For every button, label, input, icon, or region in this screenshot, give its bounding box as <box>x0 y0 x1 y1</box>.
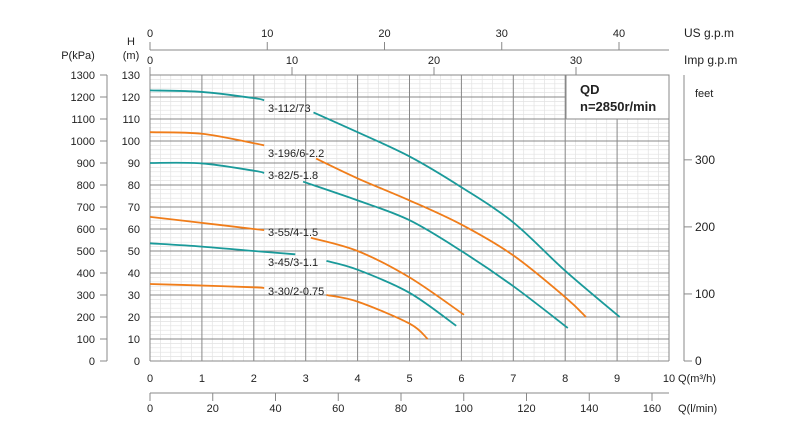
pressure-tick-label: 0 <box>89 356 95 368</box>
h-tick-label: 10 <box>128 334 140 346</box>
pressure-tick-label: 1100 <box>71 114 95 126</box>
q-tick-label: 10 <box>663 373 675 385</box>
h-tick-label: 80 <box>128 180 140 192</box>
curve-3-196/6-2.2 <box>315 157 587 318</box>
pressure-tick-label: 700 <box>77 202 95 214</box>
h-tick-label: 100 <box>122 136 140 148</box>
feet-tick-label: 300 <box>695 153 715 167</box>
curve-3-30/2-0.75 <box>149 283 265 289</box>
imp-gpm-tick-label: 0 <box>147 55 153 67</box>
pressure-tick-label: 1000 <box>71 136 95 148</box>
curve-3-55/4-1.5 <box>310 236 465 316</box>
info-box-frame <box>565 74 670 120</box>
pressure-tick-label: 1300 <box>71 70 95 82</box>
l-min-tick-label: 100 <box>455 403 473 415</box>
feet-tick-label: 100 <box>695 287 715 301</box>
pressure-tick-label: 200 <box>77 312 95 324</box>
pressure-tick-label: 100 <box>77 334 95 346</box>
curve-3-112/73 <box>313 111 621 318</box>
feet-axis-title: feet <box>695 88 713 100</box>
h-axis-title: H <box>127 36 135 48</box>
us-gpm-tick-label: 30 <box>496 28 508 40</box>
info-box: QD n=2850r/min <box>565 74 670 120</box>
q-tick-label: 0 <box>147 373 153 385</box>
curve-3-30/2-0.75 <box>326 294 429 340</box>
curve-3-82/5-1.8 <box>149 161 265 174</box>
q-tick-label: 8 <box>562 373 568 385</box>
q-tick-label: 1 <box>199 373 205 385</box>
imp-gpm-axis-title: Imp g.p.m <box>684 53 737 67</box>
curve-label: 3-30/2-0.75 <box>268 286 324 298</box>
h-tick-label: 40 <box>128 268 140 280</box>
l-min-tick-label: 160 <box>643 403 661 415</box>
pressure-tick-label: 500 <box>77 246 95 258</box>
model-label: QD <box>580 82 600 97</box>
h-tick-label: 130 <box>122 70 140 82</box>
curve-3-196/6-2.2 <box>149 131 265 147</box>
h-tick-label: 90 <box>128 158 140 170</box>
l-min-tick-label: 0 <box>147 403 153 415</box>
us-gpm-tick-label: 10 <box>261 28 273 40</box>
pressure-tick-label: 300 <box>77 290 95 302</box>
curves: 3-112/73 3-196/6-2.2 3-82/5-1.8 3-55/4-1.5 3… <box>149 89 621 340</box>
h-tick-label: 30 <box>128 290 140 302</box>
h-tick-label: 50 <box>128 246 140 258</box>
h-tick-label: 0 <box>134 356 140 368</box>
pressure-tick-label: 900 <box>77 158 95 170</box>
q-tick-label: 9 <box>614 373 620 385</box>
h-tick-label: 20 <box>128 312 140 324</box>
us-gpm-tick-label: 0 <box>147 28 153 40</box>
curve-label: 3-82/5-1.8 <box>268 170 318 182</box>
pressure-tick-label: 400 <box>77 268 95 280</box>
q-tick-label: 6 <box>458 373 464 385</box>
l-min-tick-label: 80 <box>395 403 407 415</box>
curve-label: 3-55/4-1.5 <box>268 227 318 239</box>
us-gpm-tick-label: 20 <box>378 28 390 40</box>
curve-3-55/4-1.5 <box>149 216 265 231</box>
pressure-axis-title: P(kPa) <box>61 50 95 62</box>
feet-tick-label: 0 <box>695 354 702 368</box>
speed-label: n=2850r/min <box>580 99 656 114</box>
q-tick-label: 4 <box>355 373 361 385</box>
h-axis-title-unit: (m) <box>123 50 140 62</box>
imp-gpm-tick-label: 30 <box>570 55 582 67</box>
l-min-axis-title: Q(l/min) <box>678 403 717 415</box>
h-tick-label: 70 <box>128 202 140 214</box>
l-min-tick-label: 60 <box>332 403 344 415</box>
pressure-tick-label: 800 <box>77 180 95 192</box>
h-tick-label: 120 <box>122 92 140 104</box>
imp-gpm-tick-label: 10 <box>286 55 298 67</box>
q-tick-label: 3 <box>303 373 309 385</box>
pressure-tick-label: 600 <box>77 224 95 236</box>
imp-gpm-tick-label: 20 <box>428 55 440 67</box>
l-min-tick-label: 120 <box>517 403 535 415</box>
curve-3-45/3-1.1 <box>326 260 457 327</box>
q-axis-title: Q(m³/h) <box>678 373 716 385</box>
q-tick-label: 7 <box>510 373 516 385</box>
l-min-tick-label: 140 <box>580 403 598 415</box>
l-min-tick-label: 20 <box>207 403 219 415</box>
pressure-tick-label: 1200 <box>71 92 95 104</box>
feet-tick-label: 200 <box>695 220 715 234</box>
h-tick-label: 60 <box>128 224 140 236</box>
q-tick-label: 5 <box>406 373 412 385</box>
curve-label: 3-112/73 <box>268 103 311 115</box>
curve-3-45/3-1.1 <box>149 242 296 256</box>
curve-3-112/73 <box>149 89 265 102</box>
us-gpm-axis-title: US g.p.m <box>684 26 734 40</box>
l-min-tick-label: 40 <box>269 403 281 415</box>
curve-label: 3-45/3-1.1 <box>268 257 318 269</box>
curve-3-82/5-1.8 <box>302 180 569 329</box>
q-tick-label: 2 <box>251 373 257 385</box>
us-gpm-tick-label: 40 <box>613 28 625 40</box>
curve-label: 3-196/6-2.2 <box>268 148 324 160</box>
h-tick-label: 110 <box>122 114 140 126</box>
